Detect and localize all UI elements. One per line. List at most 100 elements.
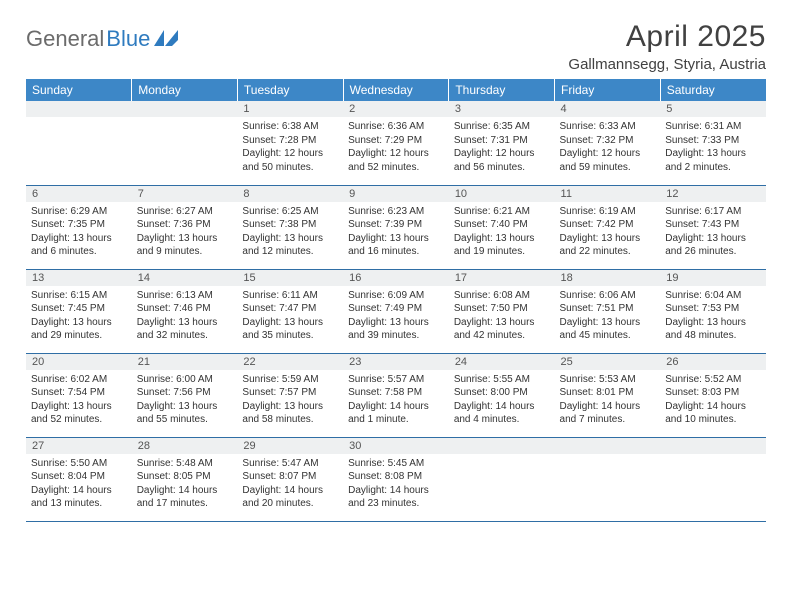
day-number: 19: [660, 270, 766, 286]
day-number: 27: [26, 438, 132, 454]
calendar-day-cell: 2Sunrise: 6:36 AMSunset: 7:29 PMDaylight…: [343, 101, 449, 185]
calendar-day-cell: 1Sunrise: 6:38 AMSunset: 7:28 PMDaylight…: [237, 101, 343, 185]
day-number: 28: [132, 438, 238, 454]
calendar-day-cell: [555, 437, 661, 521]
day-content: Sunrise: 5:55 AMSunset: 8:00 PMDaylight:…: [449, 370, 555, 431]
day-number: 16: [343, 270, 449, 286]
day-number: 30: [343, 438, 449, 454]
day-content: Sunrise: 5:52 AMSunset: 8:03 PMDaylight:…: [660, 370, 766, 431]
day-content: Sunrise: 6:38 AMSunset: 7:28 PMDaylight:…: [237, 117, 343, 178]
calendar-week-row: 6Sunrise: 6:29 AMSunset: 7:35 PMDaylight…: [26, 185, 766, 269]
day-number: 1: [237, 101, 343, 117]
day-number: 5: [660, 101, 766, 117]
day-content: Sunrise: 6:25 AMSunset: 7:38 PMDaylight:…: [237, 202, 343, 263]
day-number: 11: [555, 186, 661, 202]
calendar-week-row: 27Sunrise: 5:50 AMSunset: 8:04 PMDayligh…: [26, 437, 766, 521]
day-number: 26: [660, 354, 766, 370]
day-number: 17: [449, 270, 555, 286]
calendar-day-cell: 16Sunrise: 6:09 AMSunset: 7:49 PMDayligh…: [343, 269, 449, 353]
calendar-day-cell: 24Sunrise: 5:55 AMSunset: 8:00 PMDayligh…: [449, 353, 555, 437]
calendar-day-cell: 23Sunrise: 5:57 AMSunset: 7:58 PMDayligh…: [343, 353, 449, 437]
calendar-day-cell: 4Sunrise: 6:33 AMSunset: 7:32 PMDaylight…: [555, 101, 661, 185]
weekday-header: Thursday: [449, 79, 555, 101]
brand-logo: GeneralBlue: [26, 20, 178, 52]
day-number: 21: [132, 354, 238, 370]
calendar-week-row: 13Sunrise: 6:15 AMSunset: 7:45 PMDayligh…: [26, 269, 766, 353]
day-content: Sunrise: 5:59 AMSunset: 7:57 PMDaylight:…: [237, 370, 343, 431]
weekday-header: Sunday: [26, 79, 132, 101]
calendar-body: 1Sunrise: 6:38 AMSunset: 7:28 PMDaylight…: [26, 101, 766, 521]
day-content: Sunrise: 6:02 AMSunset: 7:54 PMDaylight:…: [26, 370, 132, 431]
flag-icon: [154, 26, 178, 52]
day-number-empty: [26, 101, 132, 117]
day-content: Sunrise: 6:11 AMSunset: 7:47 PMDaylight:…: [237, 286, 343, 347]
calendar-week-row: 20Sunrise: 6:02 AMSunset: 7:54 PMDayligh…: [26, 353, 766, 437]
day-content: Sunrise: 5:53 AMSunset: 8:01 PMDaylight:…: [555, 370, 661, 431]
weekday-header: Wednesday: [343, 79, 449, 101]
calendar-table: SundayMondayTuesdayWednesdayThursdayFrid…: [26, 79, 766, 522]
calendar-day-cell: 29Sunrise: 5:47 AMSunset: 8:07 PMDayligh…: [237, 437, 343, 521]
calendar-week-row: 1Sunrise: 6:38 AMSunset: 7:28 PMDaylight…: [26, 101, 766, 185]
calendar-day-cell: 7Sunrise: 6:27 AMSunset: 7:36 PMDaylight…: [132, 185, 238, 269]
day-number: 9: [343, 186, 449, 202]
day-content: Sunrise: 6:21 AMSunset: 7:40 PMDaylight:…: [449, 202, 555, 263]
calendar-day-cell: 12Sunrise: 6:17 AMSunset: 7:43 PMDayligh…: [660, 185, 766, 269]
day-content: Sunrise: 5:47 AMSunset: 8:07 PMDaylight:…: [237, 454, 343, 515]
calendar-day-cell: 14Sunrise: 6:13 AMSunset: 7:46 PMDayligh…: [132, 269, 238, 353]
calendar-day-cell: 3Sunrise: 6:35 AMSunset: 7:31 PMDaylight…: [449, 101, 555, 185]
day-content: Sunrise: 5:45 AMSunset: 8:08 PMDaylight:…: [343, 454, 449, 515]
day-number-empty: [555, 438, 661, 454]
day-number: 3: [449, 101, 555, 117]
day-number: 20: [26, 354, 132, 370]
day-number: 12: [660, 186, 766, 202]
day-number: 25: [555, 354, 661, 370]
day-number-empty: [660, 438, 766, 454]
calendar-day-cell: 20Sunrise: 6:02 AMSunset: 7:54 PMDayligh…: [26, 353, 132, 437]
day-content: Sunrise: 5:57 AMSunset: 7:58 PMDaylight:…: [343, 370, 449, 431]
day-content: Sunrise: 6:13 AMSunset: 7:46 PMDaylight:…: [132, 286, 238, 347]
brand-part1: General: [26, 26, 104, 52]
day-number: 18: [555, 270, 661, 286]
calendar-day-cell: 25Sunrise: 5:53 AMSunset: 8:01 PMDayligh…: [555, 353, 661, 437]
calendar-day-cell: 17Sunrise: 6:08 AMSunset: 7:50 PMDayligh…: [449, 269, 555, 353]
calendar-day-cell: [449, 437, 555, 521]
day-content: Sunrise: 6:08 AMSunset: 7:50 PMDaylight:…: [449, 286, 555, 347]
day-content: Sunrise: 6:27 AMSunset: 7:36 PMDaylight:…: [132, 202, 238, 263]
month-title: April 2025: [568, 20, 766, 54]
day-number-empty: [449, 438, 555, 454]
day-number: 7: [132, 186, 238, 202]
calendar-day-cell: 21Sunrise: 6:00 AMSunset: 7:56 PMDayligh…: [132, 353, 238, 437]
day-content: Sunrise: 6:17 AMSunset: 7:43 PMDaylight:…: [660, 202, 766, 263]
calendar-day-cell: 27Sunrise: 5:50 AMSunset: 8:04 PMDayligh…: [26, 437, 132, 521]
calendar-day-cell: [660, 437, 766, 521]
calendar-day-cell: 10Sunrise: 6:21 AMSunset: 7:40 PMDayligh…: [449, 185, 555, 269]
calendar-day-cell: 13Sunrise: 6:15 AMSunset: 7:45 PMDayligh…: [26, 269, 132, 353]
day-number: 8: [237, 186, 343, 202]
calendar-day-cell: 30Sunrise: 5:45 AMSunset: 8:08 PMDayligh…: [343, 437, 449, 521]
day-number-empty: [132, 101, 238, 117]
day-content: Sunrise: 6:31 AMSunset: 7:33 PMDaylight:…: [660, 117, 766, 178]
day-number: 6: [26, 186, 132, 202]
calendar-day-cell: [26, 101, 132, 185]
calendar-day-cell: 15Sunrise: 6:11 AMSunset: 7:47 PMDayligh…: [237, 269, 343, 353]
day-number: 22: [237, 354, 343, 370]
day-content: Sunrise: 6:06 AMSunset: 7:51 PMDaylight:…: [555, 286, 661, 347]
calendar-day-cell: 26Sunrise: 5:52 AMSunset: 8:03 PMDayligh…: [660, 353, 766, 437]
calendar-day-cell: [132, 101, 238, 185]
calendar-weekday-header: SundayMondayTuesdayWednesdayThursdayFrid…: [26, 79, 766, 101]
day-number: 15: [237, 270, 343, 286]
calendar-day-cell: 9Sunrise: 6:23 AMSunset: 7:39 PMDaylight…: [343, 185, 449, 269]
day-number: 29: [237, 438, 343, 454]
day-number: 24: [449, 354, 555, 370]
day-number: 23: [343, 354, 449, 370]
day-content: Sunrise: 6:36 AMSunset: 7:29 PMDaylight:…: [343, 117, 449, 178]
day-content: Sunrise: 5:48 AMSunset: 8:05 PMDaylight:…: [132, 454, 238, 515]
weekday-header: Tuesday: [237, 79, 343, 101]
day-content: Sunrise: 6:15 AMSunset: 7:45 PMDaylight:…: [26, 286, 132, 347]
calendar-day-cell: 5Sunrise: 6:31 AMSunset: 7:33 PMDaylight…: [660, 101, 766, 185]
day-number: 2: [343, 101, 449, 117]
day-number: 10: [449, 186, 555, 202]
day-content: Sunrise: 6:23 AMSunset: 7:39 PMDaylight:…: [343, 202, 449, 263]
weekday-header: Saturday: [660, 79, 766, 101]
day-content: Sunrise: 5:50 AMSunset: 8:04 PMDaylight:…: [26, 454, 132, 515]
